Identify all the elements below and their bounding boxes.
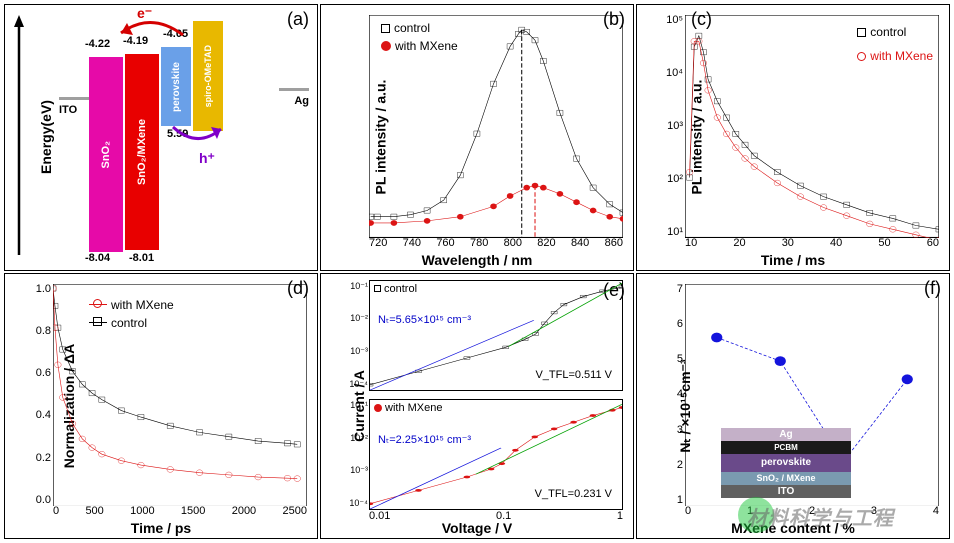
panel-a-energy-diagram: (a) Energy(eV) ITO Ag SnO₂ -4.22 -8.04 S… [4,4,318,271]
panel-c-xticks: 102030405060 [685,238,939,252]
layer-ito: ITO [721,485,851,498]
h-label: h⁺ [199,150,215,167]
panel-f-yticks: 1234567 [655,284,683,507]
circle-open-red-icon [857,52,866,61]
layer-ag: Ag [721,428,851,441]
layer-sno2-mxene: SnO₂ / MXene [721,472,851,485]
panel-e-top-yticks: 10⁻⁴10⁻³10⁻²10⁻¹ [340,281,368,390]
mxene-vb: -8.01 [129,252,154,264]
nt-control: Nₜ=5.65×10¹⁵ cm⁻³ [378,313,471,326]
band-diagram-stage: ITO Ag SnO₂ -4.22 -8.04 SnO₂/MXene -4.19… [59,21,309,260]
block-sno2: SnO₂ [89,57,123,253]
panel-d-ta-decay: (d) Normalization / ΔA Time / ps 0500100… [4,273,318,540]
layer-pcbm: PCBM [721,441,851,454]
panel-d-xlabel: Time / ps [131,520,191,536]
sno2-vb: -8.04 [85,252,110,264]
layer-perovskite: perovskite [721,454,851,472]
block-perovskite: perovskite [161,47,191,126]
panel-b-xlabel: Wavelength / nm [422,252,533,268]
ag-label: Ag [294,95,309,107]
panel-e-sclc: (e) Current / A Voltage / V control Nₜ=5… [320,273,634,540]
panel-c-yticks: 10¹10²10³10⁴10⁵ [655,15,683,238]
energy-axis-label: Energy(eV) [38,100,54,174]
square-open-icon [381,24,390,33]
panel-e-xlabel: Voltage / V [442,520,513,536]
panel-d-legend: with MXene control [89,296,174,332]
hole-arrow [167,121,227,147]
ito-label: ITO [59,104,77,116]
square-open-icon [857,28,866,37]
panel-e-bot-yticks: 10⁻⁴10⁻³10⁻²10⁻¹ [340,400,368,509]
panel-d-yticks: 0.00.20.40.60.81.0 [23,284,51,507]
circle-filled-icon [374,404,382,412]
device-stack-inset: Ag PCBM perovskite SnO₂ / MXene ITO [721,428,851,498]
panel-e-top: control Nₜ=5.65×10¹⁵ cm⁻³ V_TFL=0.511 V … [369,280,623,391]
panel-b-legend: control with MXene [381,19,458,55]
nt-mxene: Nₜ=2.25×10¹⁵ cm⁻³ [378,433,471,446]
panel-e-bot: with MXene Nₜ=2.25×10¹⁵ cm⁻³ V_TFL=0.231… [369,399,623,510]
watermark-text: 材料科学与工程 [747,502,894,531]
square-open-icon [374,285,381,292]
energy-axis-arrow [13,15,25,255]
panel-e-xticks: 0.010.11 [369,510,623,522]
vtfl-mxene: V_TFL=0.231 V [535,488,612,500]
vtfl-control: V_TFL=0.511 V [535,369,612,381]
e-label: e⁻ [137,5,152,22]
ito-level [59,97,89,100]
circle-filled-icon [381,41,391,51]
panel-b-pl-spectrum: (b) PL intensity / a.u. Wavelength / nm … [320,4,634,271]
ag-level [279,88,309,91]
panel-c-xlabel: Time / ms [761,252,825,268]
panel-b-xticks: 720740760780800820840860 [369,238,623,252]
block-spiro: spiro-OMeTAD [193,21,223,131]
sno2-cb: -4.22 [85,38,110,50]
panel-d-xticks: 05001000150020002500 [53,506,307,520]
panel-c-legend: control with MXene [857,23,933,65]
block-sno2-mxene: SnO₂/MXene [125,54,159,250]
panel-c-trpl: (c) PL intensity / a.u. Time / ms 102030… [636,4,950,271]
panel-f-trap-density: (f) Nₜ / ×10¹⁵cm⁻³ MXene content / % 012… [636,273,950,540]
